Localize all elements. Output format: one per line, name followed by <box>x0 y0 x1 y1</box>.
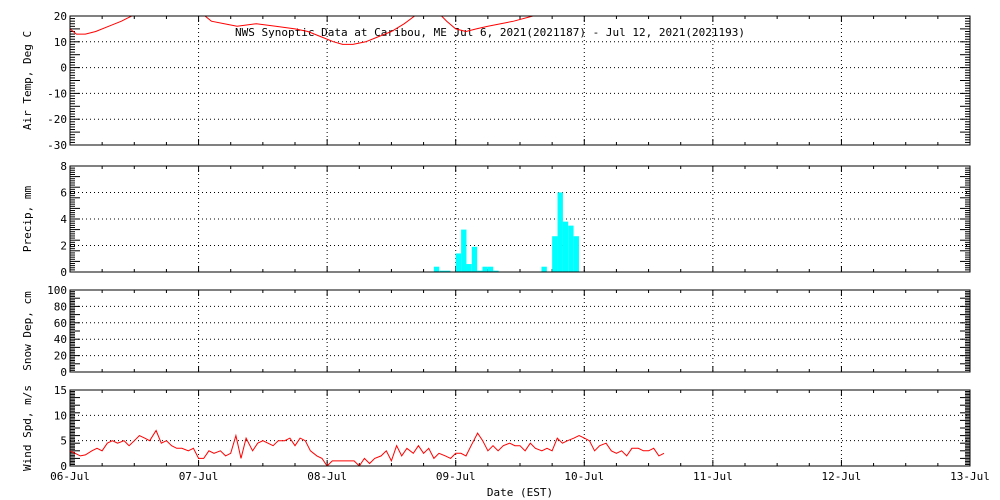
x-axis-label: Date (EST) <box>487 486 553 499</box>
y-tick-label: -20 <box>47 113 67 126</box>
chart-panels: -30 -20 -10 0 10 20 Air Temp, Deg C 0 2 4 6 8 Precip… <box>21 10 990 483</box>
y-tick-label: 0 <box>60 366 67 379</box>
series-air_temp <box>70 16 535 45</box>
precip-bar <box>455 253 462 272</box>
precip-bar <box>445 270 451 272</box>
x-tick-label: 09-Jul <box>436 470 476 483</box>
y-tick-label: 0 <box>60 62 67 75</box>
panel-frame <box>69 289 971 373</box>
y-tick-label: 0 <box>60 460 67 473</box>
y-tick-label: 40 <box>54 333 67 346</box>
panel-snow_depth: 0 20 40 60 80 100 Snow Dep, cm <box>21 284 971 379</box>
precip-bar <box>493 270 499 272</box>
y-tick-label: -10 <box>47 87 67 100</box>
precip-bar <box>541 266 547 272</box>
panel-frame <box>69 15 971 146</box>
y-tick-label: 5 <box>60 435 67 448</box>
x-tick-label: 11-Jul <box>693 470 733 483</box>
y-tick-label: 15 <box>54 384 67 397</box>
precip-bar <box>439 270 446 272</box>
precip-bar <box>568 225 574 272</box>
panel-air_temp: -30 -20 -10 0 10 20 Air Temp, Deg C <box>21 10 971 152</box>
y-tick-label: 8 <box>60 160 67 173</box>
precip-bar <box>557 192 563 272</box>
precip-bar <box>461 229 467 272</box>
precip-bar <box>552 236 558 272</box>
x-tick-label: 07-Jul <box>179 470 219 483</box>
precip-bar <box>482 266 488 272</box>
x-tick-label: 13-Jul <box>950 470 990 483</box>
y-tick-label: 20 <box>54 350 67 363</box>
panel-frame <box>69 389 971 467</box>
y-tick-label: 60 <box>54 317 67 330</box>
y-tick-label: 0 <box>60 266 67 279</box>
y-tick-label: -30 <box>47 139 67 152</box>
precip-bar <box>487 266 494 272</box>
y-axis-label-precip: Precip, mm <box>21 186 34 253</box>
y-axis-label-wind_speed: Wind Spd, m/s <box>21 385 34 471</box>
precip-bar <box>471 246 478 272</box>
y-tick-label: 10 <box>54 36 67 49</box>
y-tick-label: 6 <box>60 187 67 200</box>
y-tick-label: 4 <box>60 213 67 226</box>
x-tick-label: 10-Jul <box>564 470 604 483</box>
x-tick-label: 06-Jul <box>50 470 90 483</box>
y-tick-label: 2 <box>60 240 67 253</box>
y-tick-label: 10 <box>54 409 67 422</box>
y-tick-label: 80 <box>54 300 67 313</box>
x-tick-label: 08-Jul <box>307 470 347 483</box>
precip-bar <box>466 264 472 272</box>
precip-bar <box>573 236 579 272</box>
series-precip <box>433 192 579 272</box>
series-line-air_temp <box>70 16 535 45</box>
y-tick-label: 20 <box>54 10 67 23</box>
y-axis-label-snow_depth: Snow Dep, cm <box>21 291 34 371</box>
y-tick-label: 100 <box>47 284 67 297</box>
panel-wind_speed: 0 5 10 15 Wind Spd, m/s 06-Jul 07-Jul 08-Jul 09-… <box>21 384 990 483</box>
precip-bar <box>477 270 483 272</box>
panel-frame <box>69 165 971 273</box>
y-axis-label-air_temp: Air Temp, Deg C <box>21 31 34 130</box>
panel-precip: 0 2 4 6 8 Precip, mm <box>21 160 971 279</box>
x-tick-label: 12-Jul <box>822 470 862 483</box>
series-line-wind_speed <box>70 429 665 466</box>
precip-bar <box>562 221 569 272</box>
series-wind_speed <box>70 429 665 466</box>
precip-bar <box>433 266 440 272</box>
chart-title: NWS Synoptic Data at Caribou, ME Jul 6, … <box>235 26 745 39</box>
